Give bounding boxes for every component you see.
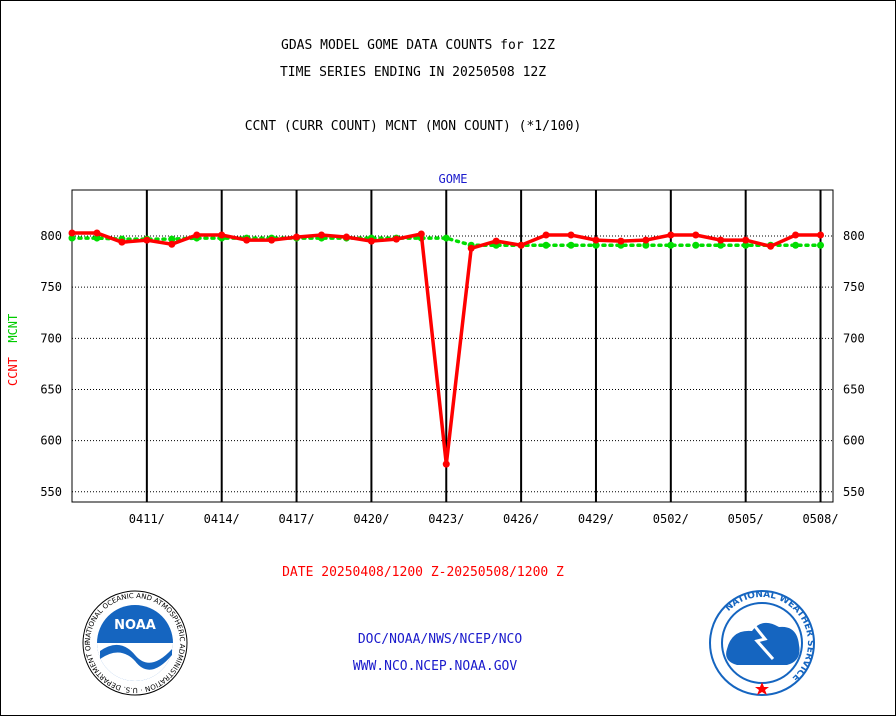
data-point-ccnt	[667, 231, 675, 239]
data-point-ccnt	[417, 230, 425, 238]
y-tick-label-right: 650	[843, 382, 865, 396]
data-point-ccnt	[567, 231, 575, 239]
data-point-mcnt	[542, 241, 550, 249]
data-point-mcnt	[442, 234, 450, 242]
x-tick-label: 0426/	[503, 512, 539, 526]
data-point-ccnt	[193, 231, 201, 239]
data-point-mcnt	[567, 241, 575, 249]
data-point-mcnt	[717, 241, 725, 249]
data-point-ccnt	[517, 241, 525, 249]
y-tick-label-left: 550	[40, 485, 62, 499]
chart-title: GDAS MODEL GOME DATA COUNTS for 12Z	[281, 38, 555, 53]
y-tick-label-right: 700	[843, 331, 865, 345]
data-point-ccnt	[442, 460, 450, 468]
data-point-ccnt	[792, 231, 800, 239]
data-point-mcnt	[642, 241, 650, 249]
x-tick-label: 0505/	[728, 512, 764, 526]
chart-title-line2: TIME SERIES ENDING IN 20250508 12Z	[279, 65, 547, 80]
data-point-ccnt	[717, 236, 725, 244]
nws-logo: NATIONAL WEATHER SERVICE	[709, 590, 815, 696]
data-point-ccnt	[467, 244, 475, 252]
data-point-ccnt	[592, 236, 600, 244]
chart-subtitle: CCNT (CURR COUNT) MCNT (MON COUNT) (*1/1…	[244, 119, 582, 134]
credit-line-2: WWW.NCO.NCEP.NOAA.GOV	[352, 659, 518, 674]
y-tick-label-right: 550	[843, 485, 865, 499]
data-point-mcnt	[667, 241, 675, 249]
x-tick-label: 0420/	[353, 512, 389, 526]
data-point-ccnt	[492, 237, 500, 245]
panel-label: GOME	[438, 172, 468, 186]
noaa-logo: NOAA NATIONAL OCEANIC AND ATMOSPHERIC AD…	[80, 589, 188, 696]
data-point-ccnt	[692, 231, 700, 239]
date-range-label: DATE 20250408/1200 Z-20250508/1200 Z	[282, 565, 564, 580]
data-point-ccnt	[93, 229, 101, 237]
data-point-mcnt	[93, 234, 101, 242]
data-point-ccnt	[68, 229, 76, 237]
x-tick-label: 0429/	[578, 512, 614, 526]
y-tick-label-right: 750	[843, 280, 865, 294]
data-point-ccnt	[218, 231, 226, 239]
data-point-ccnt	[268, 236, 276, 244]
y-tick-label-right: 600	[843, 434, 865, 448]
data-point-ccnt	[817, 231, 825, 239]
data-point-ccnt	[293, 233, 301, 241]
data-point-ccnt	[642, 236, 650, 244]
y-tick-label-left: 700	[40, 331, 62, 345]
x-tick-label: 0411/	[129, 512, 165, 526]
y-tick-label-left: 600	[40, 434, 62, 448]
x-tick-label: 0417/	[278, 512, 314, 526]
x-tick-label: 0502/	[653, 512, 689, 526]
data-point-ccnt	[367, 237, 375, 245]
data-point-ccnt	[243, 236, 251, 244]
data-point-ccnt	[542, 231, 550, 239]
y-tick-label-left: 650	[40, 382, 62, 396]
noaa-logo-text: NOAA	[114, 618, 156, 633]
plot-area	[71, 189, 834, 503]
data-point-ccnt	[318, 231, 326, 239]
x-tick-label: 0423/	[428, 512, 464, 526]
data-point-ccnt	[617, 237, 625, 245]
x-tick-label: 0414/	[204, 512, 240, 526]
y-tick-label-right: 800	[843, 229, 865, 243]
x-tick-label: 0508/	[802, 512, 838, 526]
y-tick-label-left: 800	[40, 229, 62, 243]
data-point-mcnt	[168, 235, 176, 243]
data-point-mcnt	[817, 241, 825, 249]
data-point-ccnt	[392, 235, 400, 243]
data-point-ccnt	[143, 236, 151, 244]
data-point-ccnt	[118, 238, 126, 246]
data-point-ccnt	[168, 240, 176, 248]
data-point-mcnt	[742, 241, 750, 249]
data-point-ccnt	[342, 233, 350, 241]
data-point-ccnt	[742, 236, 750, 244]
y-tick-label-left: 750	[40, 280, 62, 294]
data-point-mcnt	[692, 241, 700, 249]
credit-line-1: DOC/NOAA/NWS/NCEP/NCO	[357, 632, 523, 647]
data-point-mcnt	[792, 241, 800, 249]
data-point-mcnt	[592, 241, 600, 249]
data-point-mcnt	[68, 234, 76, 242]
data-point-ccnt	[767, 242, 775, 250]
